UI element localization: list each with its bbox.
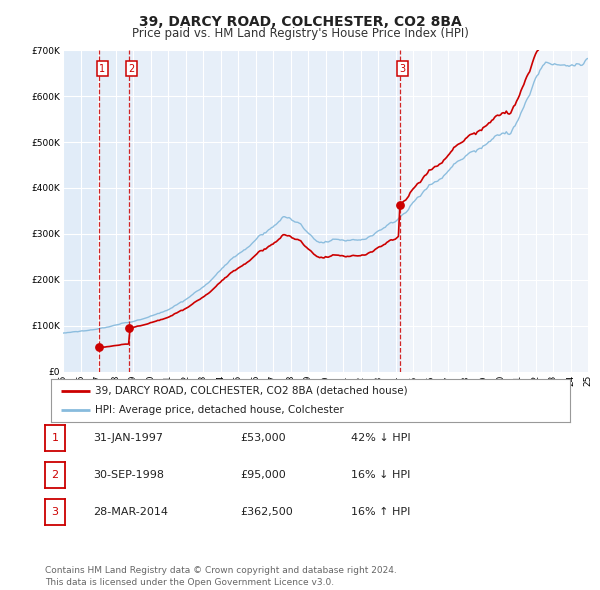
Text: 39, DARCY ROAD, COLCHESTER, CO2 8BA: 39, DARCY ROAD, COLCHESTER, CO2 8BA (139, 15, 461, 29)
Text: £362,500: £362,500 (240, 507, 293, 517)
Text: 16% ↓ HPI: 16% ↓ HPI (351, 470, 410, 480)
Text: 31-JAN-1997: 31-JAN-1997 (93, 433, 163, 442)
Text: HPI: Average price, detached house, Colchester: HPI: Average price, detached house, Colc… (95, 405, 344, 415)
Text: £53,000: £53,000 (240, 433, 286, 442)
Text: 3: 3 (52, 507, 58, 517)
Text: 30-SEP-1998: 30-SEP-1998 (93, 470, 164, 480)
Bar (128, 50, 400, 372)
Text: Contains HM Land Registry data © Crown copyright and database right 2024.
This d: Contains HM Land Registry data © Crown c… (45, 566, 397, 587)
Text: 42% ↓ HPI: 42% ↓ HPI (351, 433, 410, 442)
Text: 2: 2 (52, 470, 58, 480)
Point (395, 201, 404, 210)
Text: 1: 1 (99, 64, 105, 74)
Text: Price paid vs. HM Land Registry's House Price Index (HPI): Price paid vs. HM Land Registry's House … (131, 27, 469, 40)
Bar (100, 50, 128, 372)
Bar (63, 50, 100, 372)
Text: 39, DARCY ROAD, COLCHESTER, CO2 8BA (detached house): 39, DARCY ROAD, COLCHESTER, CO2 8BA (det… (95, 386, 408, 396)
Text: 28-MAR-2014: 28-MAR-2014 (93, 507, 168, 517)
Point (124, 323, 133, 333)
Text: 16% ↑ HPI: 16% ↑ HPI (351, 507, 410, 517)
Text: 3: 3 (399, 64, 406, 74)
Text: 2: 2 (128, 64, 134, 74)
Text: £95,000: £95,000 (240, 470, 286, 480)
Point (95, 343, 104, 352)
Text: 1: 1 (52, 433, 58, 442)
